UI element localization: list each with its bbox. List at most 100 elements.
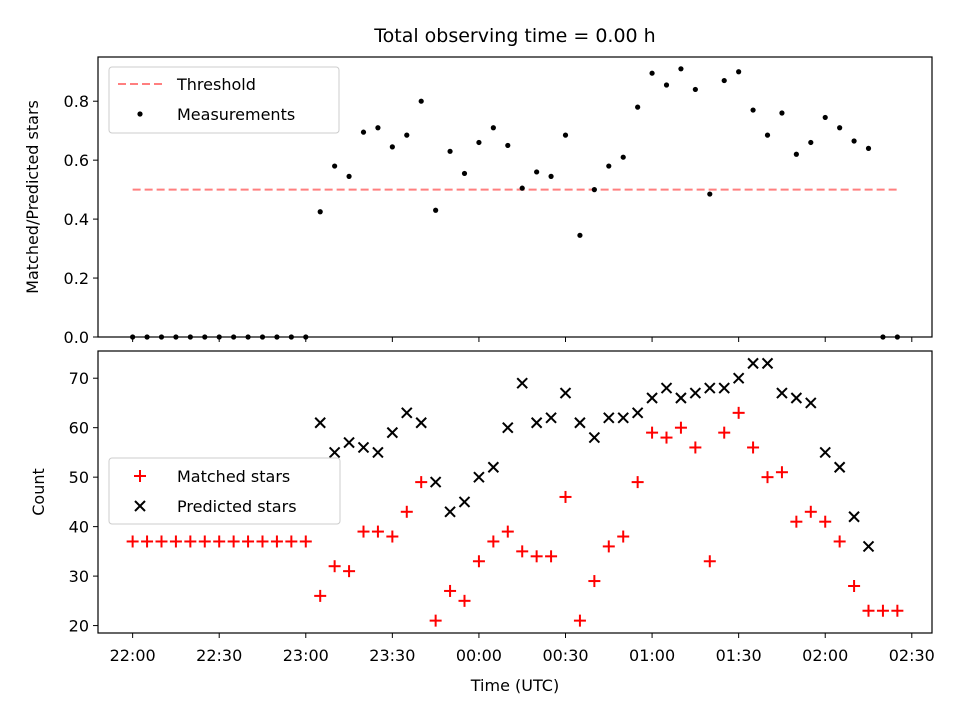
bottom-x-tick-label: 01:00: [629, 646, 675, 665]
measurement-point: [346, 173, 352, 179]
matched-star-point: [227, 535, 240, 548]
top-legend-box: [108, 66, 340, 134]
bottom-legend: Matched stars Predicted stars: [108, 457, 341, 525]
bottom-y-tick-label: 30: [69, 567, 89, 586]
matched-star-point: [328, 560, 341, 573]
matched-star-point: [761, 471, 774, 484]
matched-star-point: [588, 575, 601, 588]
predicted-star-point: [545, 412, 557, 424]
predicted-star-point: [386, 426, 399, 439]
bottom-x-tick-label: 22:30: [196, 646, 242, 665]
predicted-star-point: [429, 476, 442, 488]
predicted-star-point: [833, 461, 846, 473]
predicted-star-point: [761, 357, 774, 370]
matched-star-point: [646, 426, 659, 439]
matched-star-point: [242, 535, 255, 548]
predicted-star-point: [790, 392, 803, 404]
matched-star-point: [472, 555, 485, 568]
predicted-star-point: [444, 506, 456, 518]
matched-star-point: [126, 535, 139, 548]
measurement-point: [678, 66, 684, 72]
legend-measurements-swatch: [137, 111, 143, 117]
measurement-point: [418, 98, 424, 104]
measurement-point: [793, 151, 799, 157]
measurement-point: [461, 170, 468, 177]
matched-star-point: [559, 490, 572, 503]
legend-predicted-swatch: [134, 500, 146, 512]
predicted-star-point: [559, 387, 572, 399]
legend-matched-label: Matched stars: [177, 467, 290, 486]
measurement-point: [591, 187, 597, 193]
matched-star-point: [256, 535, 269, 548]
matched-star-point: [415, 476, 428, 489]
top-y-ticks: 0.0 0.2 0.4 0.6 0.8: [64, 92, 98, 347]
measurement-point: [635, 104, 641, 110]
predicted-star-point: [401, 407, 413, 419]
bottom-x-tick-label: 23:30: [369, 646, 415, 665]
bottom-y-ticks: 20 30 40 50 60 70: [69, 369, 98, 636]
matched-star-point: [747, 441, 760, 454]
panel-top-ratio: 0.00.20.40.60.8 Matched/Predicted stars …: [23, 56, 933, 347]
matched-star-point: [270, 535, 283, 548]
matched-star-point: [862, 604, 875, 617]
predicted-star-point: [502, 421, 514, 434]
panel-bottom-counts: 20 30 40 50 60 70 22:00 22:30 23:00 23:30 00:00 00…: [29, 350, 935, 695]
measurement-point: [317, 209, 323, 215]
predicted-star-point: [776, 387, 788, 399]
measurement-point: [620, 154, 626, 160]
measurement-point: [332, 163, 338, 169]
matched-star-point: [891, 604, 904, 617]
measurement-point: [577, 232, 583, 238]
predicted-star-point: [415, 417, 427, 429]
matched-star-point: [790, 515, 803, 528]
bottom-x-tick-label: 23:00: [283, 646, 329, 665]
matched-star-point: [501, 525, 514, 538]
measurement-point: [736, 69, 742, 75]
matched-star-point: [573, 614, 586, 627]
measurement-point: [865, 145, 872, 151]
legend-threshold-label: Threshold: [176, 75, 256, 94]
predicted-star-point: [747, 357, 759, 370]
predicted-star-point: [328, 446, 341, 459]
top-y-tick-label: 0.4: [64, 210, 89, 229]
bottom-y-tick-label: 60: [69, 419, 89, 438]
top-y-tick-label: 0.8: [64, 92, 89, 111]
matched-star-point: [530, 550, 543, 563]
matched-star-point: [213, 535, 226, 548]
matched-star-point: [876, 604, 889, 617]
measurement-point: [721, 77, 727, 84]
measurement-point: [822, 114, 828, 121]
bottom-x-tick-label: 02:30: [889, 646, 935, 665]
predicted-star-point: [473, 471, 485, 483]
matched-star-point: [631, 476, 644, 489]
bottom-x-tick-label: 00:00: [456, 646, 502, 665]
predicted-star-point: [704, 382, 716, 394]
matched-star-point: [169, 535, 182, 548]
measurement-point: [534, 169, 540, 175]
measurement-point: [779, 110, 785, 116]
matched-star-point: [458, 594, 471, 607]
matched-star-point: [660, 431, 673, 444]
measurement-point: [433, 207, 439, 213]
matched-star-point: [848, 580, 861, 592]
predicted-star-point: [603, 412, 615, 424]
top-axes-border: [97, 56, 933, 338]
top-x-ticks: [132, 337, 913, 342]
measurement-point: [606, 163, 612, 169]
legend-matched-swatch: [134, 470, 146, 482]
matched-star-point: [155, 535, 168, 548]
matched-star-point: [674, 421, 687, 434]
matched-star-point: [689, 441, 702, 454]
measurement-point: [447, 148, 453, 154]
measurement-point: [505, 142, 511, 149]
x-axis-label: Time (UTC): [470, 676, 559, 695]
bottom-axes-border: [97, 350, 933, 634]
measurement-point: [837, 125, 843, 131]
measurement-point: [519, 185, 525, 191]
matched-star-point: [718, 426, 731, 439]
bottom-legend-box: [108, 457, 341, 525]
top-legend: Threshold Measurements: [108, 66, 340, 134]
chart-title: Total observing time = 0.00 h: [373, 25, 655, 47]
